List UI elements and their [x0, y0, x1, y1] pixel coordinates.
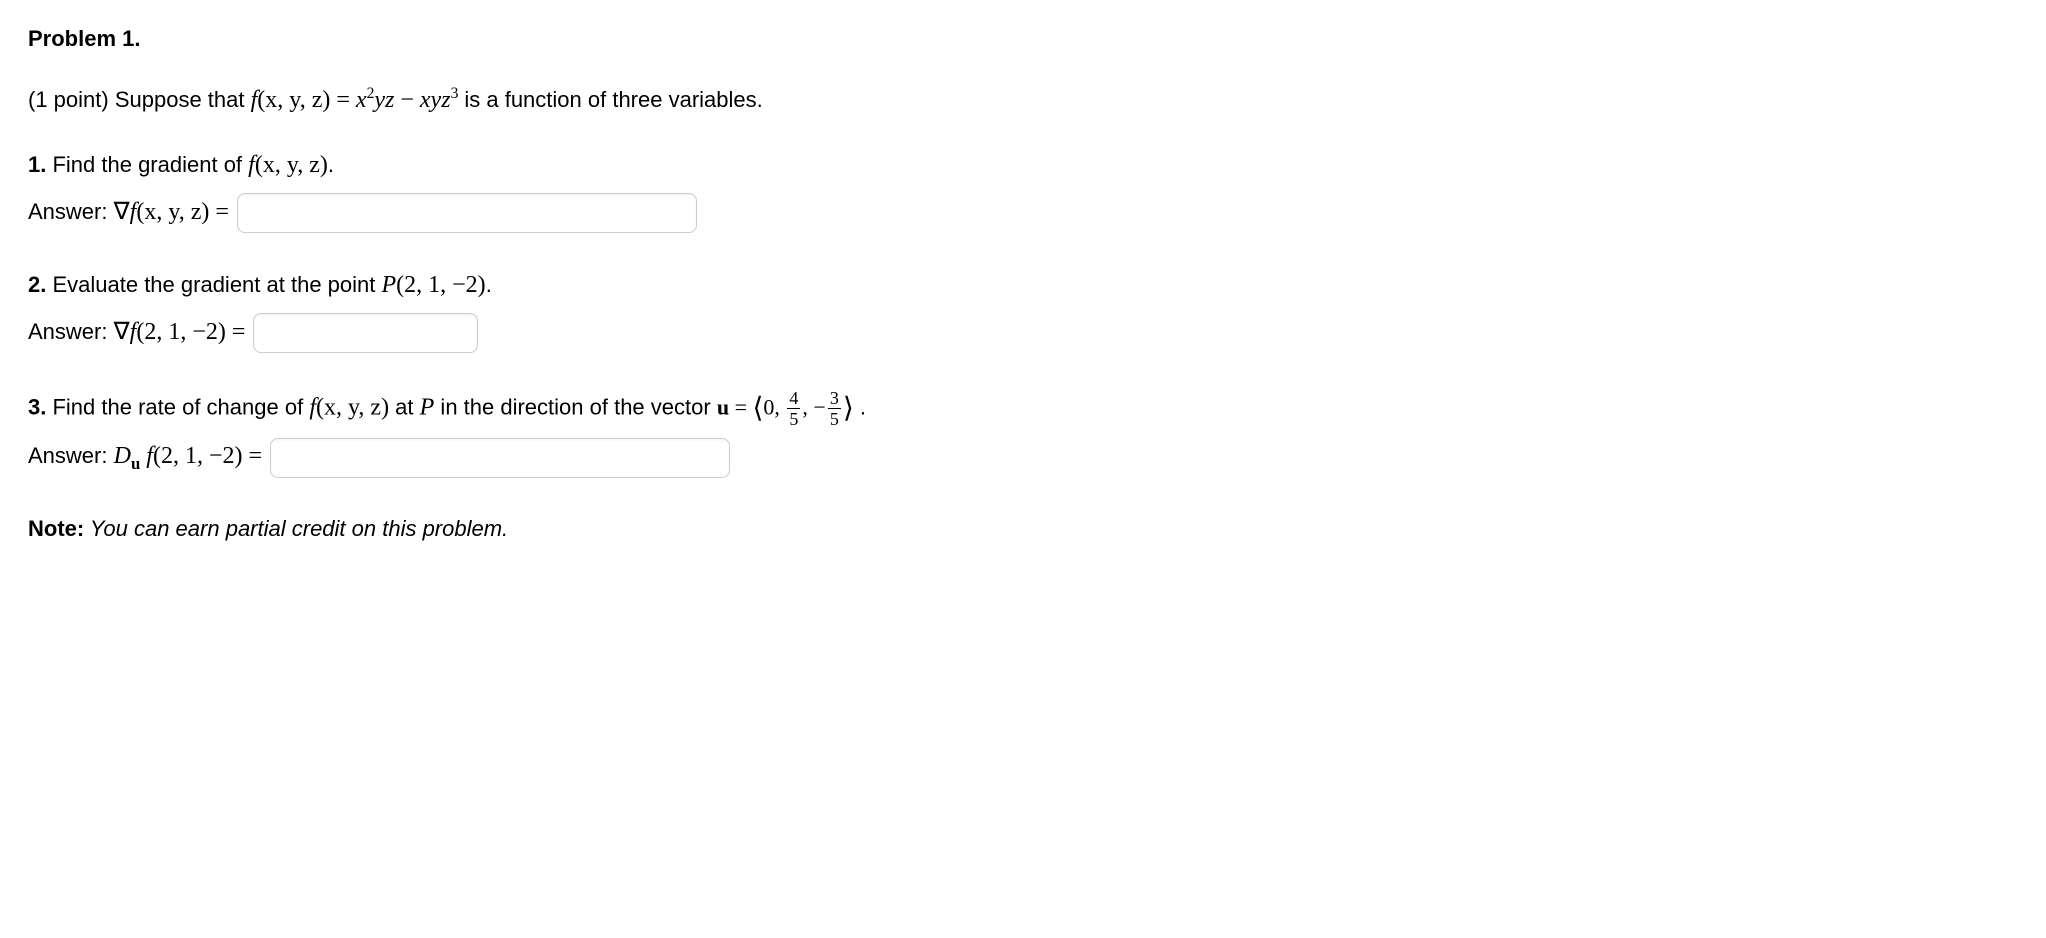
- q1-answer-input[interactable]: [237, 193, 697, 233]
- term2-exp: 3: [451, 85, 459, 102]
- q1-number: 1.: [28, 152, 46, 177]
- frac2-den: 5: [828, 409, 841, 428]
- q3-text-b: at: [389, 394, 420, 419]
- fraction-1: 45: [787, 389, 800, 428]
- q1-text: Find the gradient of: [46, 152, 248, 177]
- problem-title: Problem 1.: [28, 24, 2018, 55]
- vec-c1: 0,: [763, 394, 785, 419]
- q3-prompt: 3. Find the rate of change of f(x, y, z)…: [28, 389, 2018, 428]
- q1-answer-label: Answer: ∇f(x, y, z) =: [28, 196, 229, 230]
- q2-answer-input[interactable]: [253, 313, 478, 353]
- note-text: You can earn partial credit on this prob…: [84, 516, 508, 541]
- minus-sign: −: [394, 87, 420, 113]
- q1-vars: (x, y, z): [255, 152, 328, 178]
- q1-f: f: [248, 152, 255, 178]
- q3-f: f(x, y, z): [309, 394, 389, 420]
- intro-post-text: is a function of three variables.: [464, 87, 762, 112]
- note-line: Note: You can earn partial credit on thi…: [28, 514, 2018, 545]
- q1-period: .: [328, 152, 334, 177]
- frac2-num: 3: [828, 389, 841, 409]
- q2-ans-vars: (2, 1, −2): [136, 319, 226, 345]
- q2-answer-label: Answer: ∇f(2, 1, −2) =: [28, 316, 245, 350]
- q2-ans-eq: =: [226, 319, 246, 345]
- q3-text-a: Find the rate of change of: [46, 394, 309, 419]
- q3-answer-row: Answer: Du f(2, 1, −2) =: [28, 438, 2018, 478]
- answer-prefix: Answer:: [28, 319, 114, 344]
- q3-period: .: [854, 394, 866, 419]
- frac1-num: 4: [787, 389, 800, 409]
- q2-prompt: 2. Evaluate the gradient at the point P(…: [28, 269, 2018, 303]
- function-definition: f(x, y, z) = x2yz − xyz3: [251, 87, 465, 113]
- vector-u: u: [717, 394, 729, 419]
- q3-ans-f: f: [146, 443, 153, 469]
- term2-base: xyz: [420, 87, 451, 113]
- q3-ans-vars: (2, 1, −2): [153, 443, 243, 469]
- q2-answer-row: Answer: ∇f(2, 1, −2) =: [28, 313, 2018, 353]
- q2-coords: (2, 1, −2): [396, 272, 486, 298]
- q3-number: 3.: [28, 394, 46, 419]
- q2-period: .: [486, 272, 492, 297]
- f-vars: (x, y, z): [257, 87, 330, 113]
- q2-text: Evaluate the gradient at the point: [46, 272, 381, 297]
- term1-base: x: [356, 87, 367, 113]
- q2-P: P: [381, 272, 396, 298]
- note-label: Note:: [28, 516, 84, 541]
- angle-open-icon: ⟨: [752, 393, 763, 424]
- q3-answer-input[interactable]: [270, 438, 730, 478]
- answer-prefix: Answer:: [28, 443, 114, 468]
- q3-f-vars: (x, y, z): [316, 394, 389, 420]
- term1-rest: yz: [374, 87, 394, 113]
- q3-f-sym: f: [309, 394, 316, 420]
- points-label: (1 point): [28, 87, 115, 112]
- equals-sign: =: [330, 87, 356, 113]
- answer-prefix: Answer:: [28, 199, 114, 224]
- q1-prompt: 1. Find the gradient of f(x, y, z).: [28, 149, 2018, 183]
- q1-answer-row: Answer: ∇f(x, y, z) =: [28, 193, 2018, 233]
- neg-sign: −: [813, 394, 825, 419]
- q3-ans-eq: =: [242, 443, 262, 469]
- angle-close-icon: ⟩: [843, 393, 854, 424]
- q2-number: 2.: [28, 272, 46, 297]
- D-symbol: D: [114, 443, 131, 469]
- frac1-den: 5: [787, 409, 800, 428]
- q1-ans-vars: (x, y, z): [136, 199, 209, 225]
- q2-point: P(2, 1, −2): [381, 272, 485, 298]
- q1-ans-eq: =: [209, 199, 229, 225]
- nabla-icon: ∇: [114, 319, 130, 345]
- intro-pre-text: Suppose that: [115, 87, 251, 112]
- q3-answer-label: Answer: Du f(2, 1, −2) =: [28, 440, 262, 475]
- u-subscript: u: [131, 454, 140, 473]
- fraction-2: 35: [828, 389, 841, 428]
- q3-text-c: in the direction of the vector: [434, 394, 717, 419]
- intro-line: (1 point) Suppose that f(x, y, z) = x2yz…: [28, 83, 2018, 118]
- nabla-icon: ∇: [114, 199, 130, 225]
- q3-equals: =: [729, 394, 752, 419]
- q3-P: P: [420, 394, 435, 420]
- vec-sep: ,: [802, 394, 813, 419]
- q1-math: f(x, y, z): [248, 152, 328, 178]
